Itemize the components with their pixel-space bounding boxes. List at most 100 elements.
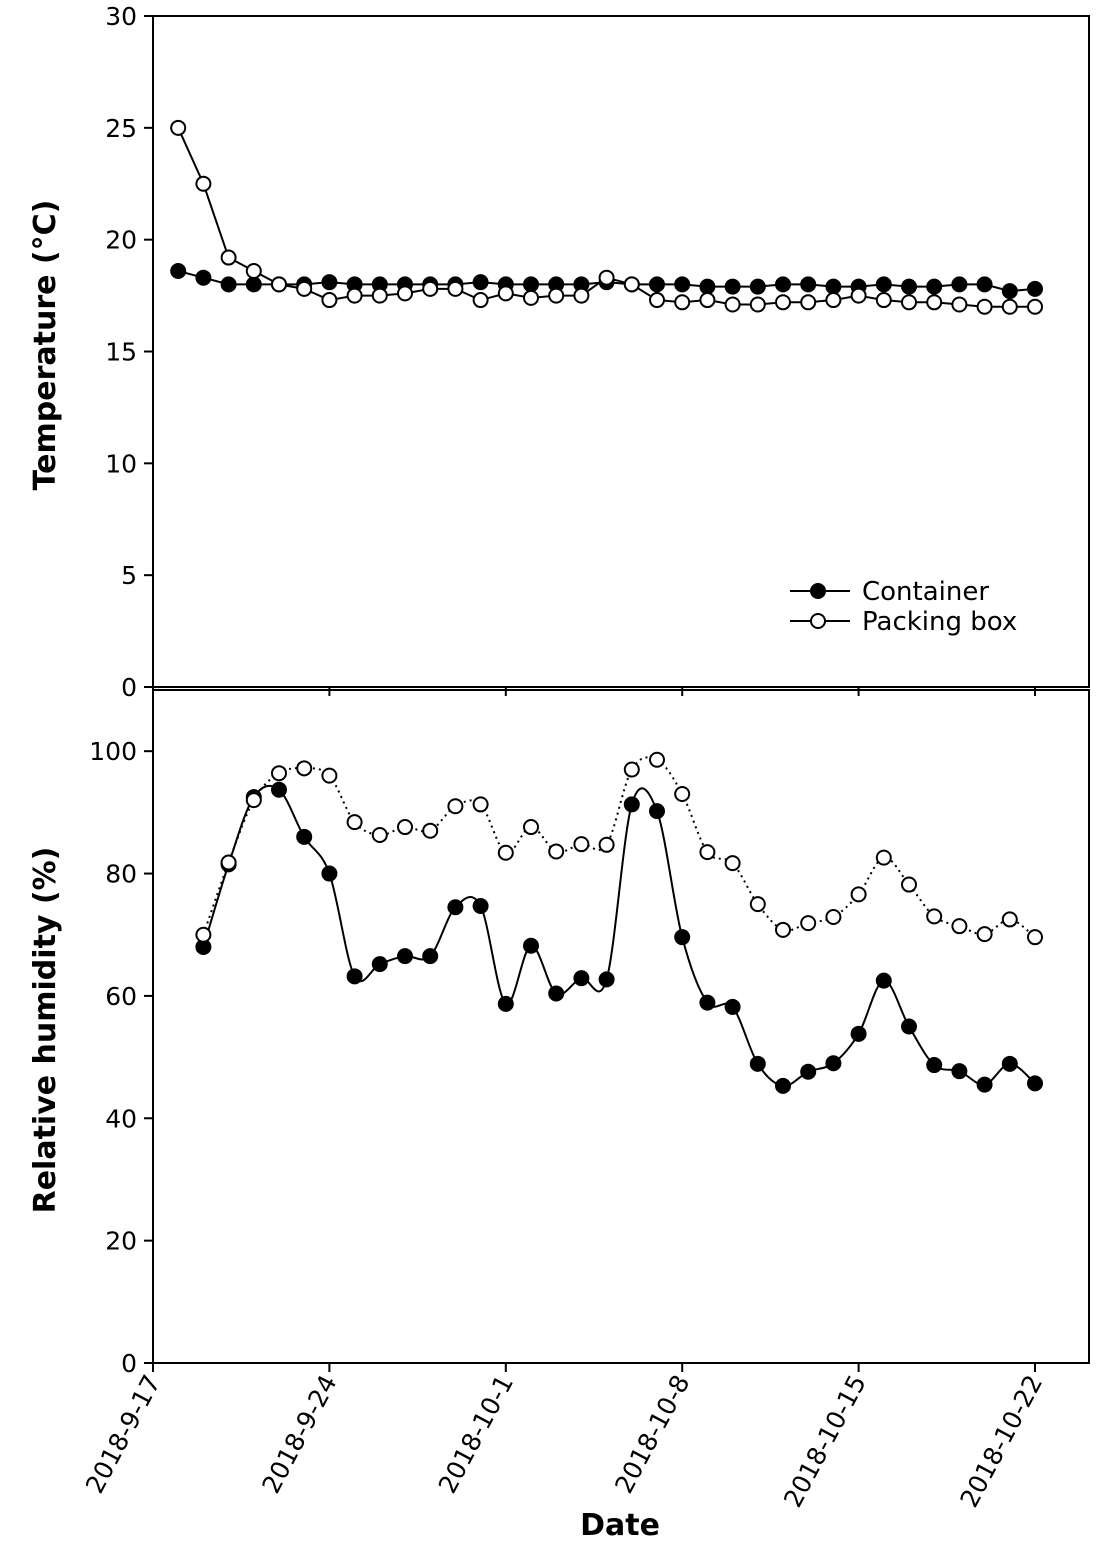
data-point [850, 1025, 867, 1042]
data-point [623, 796, 640, 813]
data-point [926, 294, 943, 311]
data-point [497, 285, 514, 302]
data-point [573, 287, 590, 304]
y-tick-label: 80 [105, 860, 137, 889]
data-point [926, 1057, 943, 1074]
data-point [523, 276, 539, 293]
data-point [371, 827, 388, 844]
data-point [749, 896, 766, 913]
data-point [346, 814, 363, 831]
data-point [573, 970, 590, 987]
data-point [422, 822, 439, 839]
y-tick-label: 15 [105, 338, 137, 367]
legend: Container Packing box [790, 577, 1017, 637]
data-point [649, 276, 665, 293]
data-point [800, 915, 817, 932]
data-point [749, 296, 766, 313]
data-point [296, 828, 313, 845]
data-point [699, 278, 716, 295]
y-tick-label: 10 [105, 449, 137, 478]
data-point [749, 278, 766, 295]
data-point [623, 761, 640, 778]
data-point [472, 796, 489, 813]
data-point [825, 1055, 842, 1072]
data-point [397, 948, 413, 965]
data-point [674, 276, 691, 293]
data-point [548, 287, 565, 304]
y-tick-label: 0 [121, 1349, 137, 1378]
date-axis-title: Date [580, 1508, 660, 1543]
data-point [749, 1055, 766, 1072]
data-point [397, 819, 413, 836]
y-tick-label: 20 [105, 1227, 137, 1256]
data-point [724, 296, 741, 313]
legend-marker-packing-box [810, 613, 826, 629]
data-point [850, 886, 867, 903]
data-point [598, 971, 615, 988]
data-point [523, 819, 539, 836]
data-point [195, 269, 212, 286]
data-point [447, 899, 464, 916]
series-line-container [202, 784, 1036, 1087]
x-tick-label: 2018-10-22 [954, 1370, 1048, 1512]
data-point [346, 287, 363, 304]
data-point [775, 276, 791, 293]
data-point [220, 276, 237, 293]
data-point [951, 276, 968, 293]
plot-frame [152, 689, 1090, 1364]
data-point [195, 175, 212, 192]
data-point [321, 292, 338, 309]
y-tick-label: 20 [105, 226, 137, 255]
data-point [724, 278, 741, 295]
data-point [1001, 283, 1018, 300]
data-point [951, 1063, 968, 1080]
x-tick-label: 2018-9-17 [80, 1370, 166, 1498]
data-point [271, 765, 287, 782]
data-point [245, 276, 262, 293]
y-tick-label: 30 [105, 2, 137, 31]
data-point [926, 278, 943, 295]
data-point [649, 751, 665, 768]
data-point [447, 280, 464, 297]
data-point [901, 278, 917, 295]
data-point [245, 792, 262, 809]
data-point [775, 294, 791, 311]
y-tick-label: 60 [105, 982, 137, 1011]
data-point [1027, 929, 1043, 946]
data-point [346, 968, 363, 985]
data-point [649, 803, 665, 820]
data-point [220, 249, 237, 266]
data-point [321, 274, 338, 291]
data-point [699, 994, 716, 1011]
data-point [598, 269, 615, 286]
data-point [775, 1077, 791, 1094]
temperature-axis-title: Temperature (°C) [28, 200, 63, 491]
data-point [901, 1018, 917, 1035]
data-point [296, 760, 313, 777]
data-point [497, 995, 514, 1012]
data-point [321, 865, 338, 882]
data-point [976, 926, 993, 943]
series-line-packing-box [202, 756, 1036, 938]
data-point [1027, 1075, 1043, 1092]
data-point [1027, 280, 1043, 297]
data-point [800, 294, 817, 311]
legend-label-packing-box: Packing box [862, 607, 1017, 637]
y-tick-label: 0 [121, 673, 137, 702]
data-point [976, 298, 993, 315]
temperature-panel: 0 5 10 15 20 25 30 [105, 2, 1090, 702]
data-point [926, 908, 943, 925]
humidity-axis-title: Relative humidity (%) [28, 847, 63, 1214]
data-point [825, 278, 842, 295]
data-point [976, 1076, 993, 1093]
x-tick-label: 2018-10-8 [609, 1370, 695, 1498]
data-point [875, 972, 892, 989]
data-point [271, 781, 287, 798]
data-point [800, 1063, 817, 1080]
data-point [1001, 1055, 1018, 1072]
x-tick-label: 2018-9-24 [256, 1370, 342, 1498]
data-point [170, 262, 187, 279]
y-tick-label: 25 [105, 114, 137, 143]
data-point [775, 921, 791, 938]
